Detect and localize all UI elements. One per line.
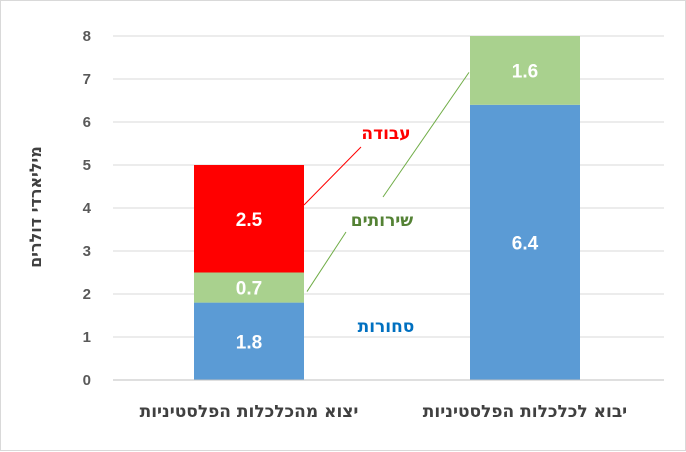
annotation-labour: עבודה <box>361 124 410 144</box>
annotation-services: שירותים <box>351 211 414 231</box>
y-tick-label: 4 <box>83 200 92 217</box>
y-tick-label: 6 <box>83 114 91 131</box>
data-label: 6.4 <box>512 233 539 254</box>
bars <box>194 36 580 381</box>
data-label: 0.7 <box>236 279 262 300</box>
x-category-label: יבוא לכלכלות הפלסטיניות <box>423 402 627 422</box>
leader-line <box>303 146 362 206</box>
x-category-label: יצוא מהכלכלות הפלסטיניות <box>140 402 359 422</box>
y-tick-label: 0 <box>83 372 91 389</box>
bar-segment <box>194 302 304 380</box>
data-label: 2.5 <box>236 210 263 231</box>
annotation-goods: סחורות <box>358 317 415 337</box>
y-tick-label: 1 <box>83 329 91 346</box>
bar-segment <box>470 36 580 105</box>
x-axis-categories: יצוא מהכלכלות הפלסטיניות יבוא לכלכלות הפל… <box>140 402 628 422</box>
y-tick-label: 2 <box>83 286 91 303</box>
y-tick-label: 3 <box>83 243 91 260</box>
data-label: 1.6 <box>512 61 538 82</box>
series-annotations: סחורות שירותים עבודה <box>303 72 470 337</box>
y-tick-label: 5 <box>83 157 91 174</box>
leader-line <box>306 231 347 292</box>
y-axis-ticks: 0 1 2 3 4 5 6 7 8 <box>83 28 92 389</box>
bar-segment <box>194 272 304 303</box>
leader-line <box>382 72 470 198</box>
data-labels: 1.8 0.7 2.5 6.4 1.6 <box>236 61 539 353</box>
y-tick-label: 8 <box>83 28 91 45</box>
bar-segment <box>194 165 304 273</box>
bar-segment <box>470 104 580 381</box>
data-label: 1.8 <box>236 332 262 353</box>
y-tick-label: 7 <box>83 71 91 88</box>
y-axis-label: מיליארדי דולרים <box>26 146 45 268</box>
